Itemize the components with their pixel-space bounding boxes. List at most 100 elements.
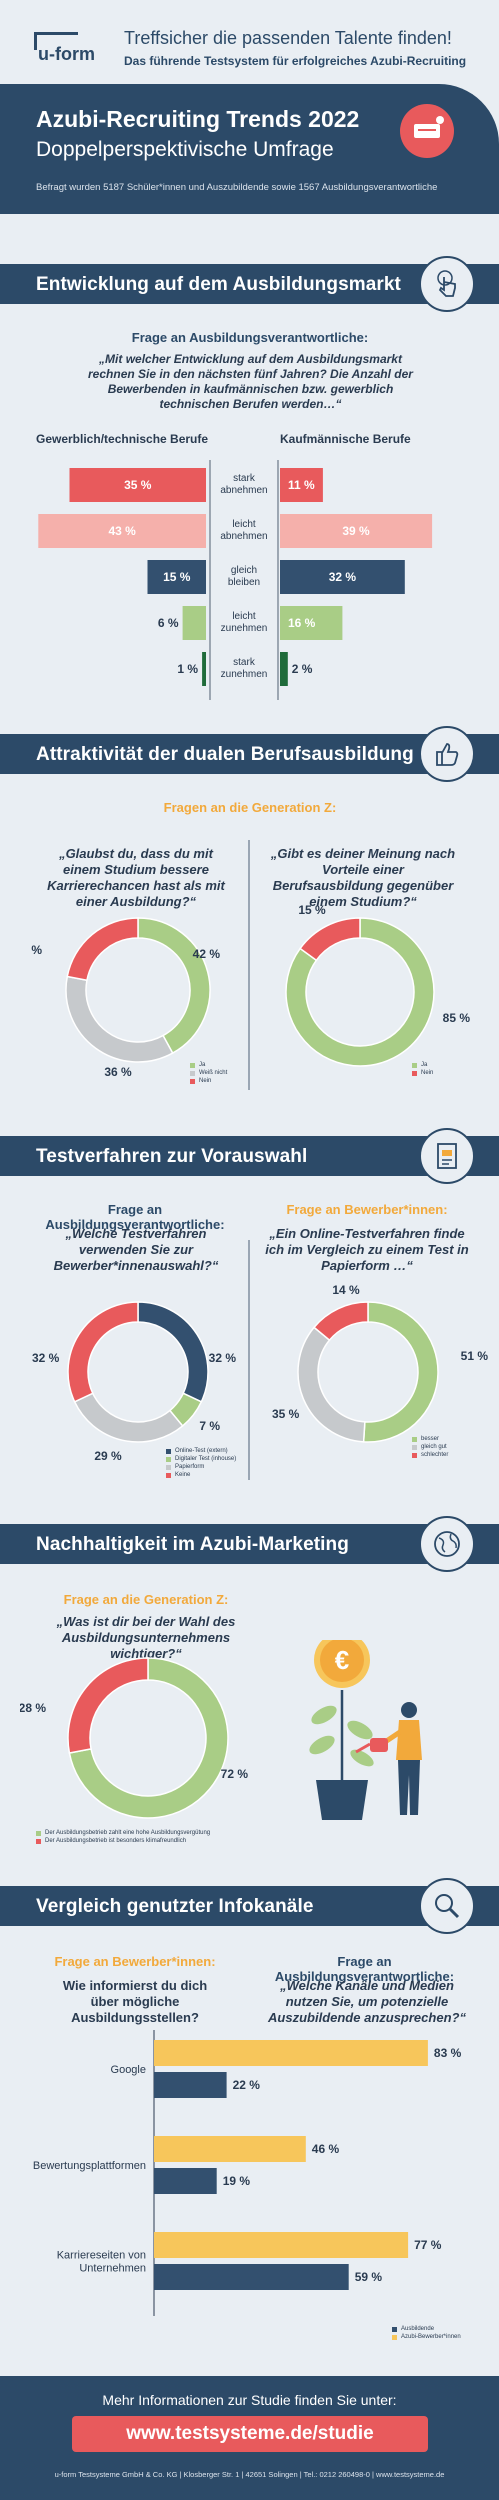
genz-question-2: „Gibt es deiner Meinung nach Vorteile ei…	[270, 846, 456, 909]
sustain-question: „Was ist dir bei der Wahl des Ausbildung…	[56, 1614, 236, 1661]
legend-test-methods: Online-Test (extern) Digitaler Test (inho…	[166, 1448, 236, 1480]
bar-left	[38, 514, 206, 548]
donut-label: 51 %	[461, 1349, 489, 1363]
legend-item: Keine	[166, 1472, 236, 1478]
section-attractiveness: Attraktivität der dualen Berufsausbildun…	[0, 726, 499, 782]
tests-right-label: Frage an Bewerber*innen:	[286, 1202, 448, 1217]
donut-label: 32 %	[209, 1351, 237, 1365]
donut-label: 22 %	[30, 943, 42, 957]
legend-item: schlechter	[412, 1452, 448, 1458]
section-channels: Vergleich genutzter Infokanäle	[0, 1878, 499, 1934]
legend-career: Ja Weiß nicht Nein	[190, 1062, 227, 1086]
legend-swatch	[190, 1070, 195, 1076]
legend-item: Online-Test (extern)	[166, 1448, 236, 1454]
donut-segment	[67, 1657, 149, 1754]
channel-bar-label: 46 %	[312, 2142, 340, 2156]
section-title: Nachhaltigkeit im Azubi-Marketing	[36, 1534, 349, 1555]
bar-right-label: 16 %	[288, 616, 316, 630]
channel-bar-label: 59 %	[355, 2270, 383, 2284]
legend-label: Keine	[175, 1472, 191, 1478]
footer-more-info: Mehr Informationen zur Studie finden Sie…	[102, 2392, 397, 2408]
section-title: Attraktivität der dualen Berufsausbildun…	[36, 744, 414, 765]
legend-label: Papierform	[175, 1464, 205, 1470]
channel-bar	[154, 2072, 227, 2098]
channel-bar-label: 77 %	[414, 2238, 442, 2252]
footer-imprint: u-form Testsysteme GmbH & Co. KG | Klosb…	[54, 2470, 445, 2479]
legend-label: schlechter	[421, 1452, 449, 1458]
category-label: leicht	[232, 611, 256, 622]
donut-advantages-chart: 85 % 15 %	[285, 903, 470, 1067]
market-question-label: Frage an Ausbildungsverantwortliche:	[131, 330, 369, 345]
legend-item: Nein	[190, 1078, 227, 1084]
study-link-button[interactable]: www.testsysteme.de/studie	[72, 2416, 428, 2452]
legend-swatch	[392, 2326, 397, 2332]
legend-swatch	[412, 1436, 417, 1442]
legend-swatch	[412, 1444, 417, 1450]
channel-category-label: Bewertungsplattformen	[33, 2160, 146, 2172]
section-sustainability: Nachhaltigkeit im Azubi-Marketing	[0, 1516, 499, 1572]
legend-item: Ja	[412, 1062, 433, 1068]
legend-label: Weiß nicht	[199, 1070, 228, 1076]
donut-segment	[299, 917, 361, 962]
bar-right	[280, 652, 288, 686]
donut-segment	[297, 1326, 366, 1443]
tests-left-question: „Welche Testverfahren verwenden Sie zur …	[53, 1226, 219, 1273]
bar-right	[280, 606, 343, 640]
study-link-text[interactable]: www.testsysteme.de/studie	[126, 2423, 374, 2444]
vertical-divider	[248, 840, 250, 1090]
top-header: u-form Treffsicher die passenden Talente…	[0, 0, 499, 78]
legend-swatch	[412, 1070, 417, 1076]
channel-category-label: Karriereseiten von	[57, 2250, 146, 2262]
legend-label: Ja	[199, 1062, 206, 1068]
legend-online-test: besser gleich gut schlechter	[412, 1436, 448, 1460]
tests-right-question: „Ein Online-Testverfahren finde ich im V…	[265, 1226, 469, 1273]
header-subline: Das führende Testsystem für erfolgreiche…	[124, 54, 467, 68]
category-label: abnehmen	[220, 485, 267, 496]
genz-label: Fragen an die Generation Z:	[163, 800, 337, 815]
legend-label: gleich gut	[421, 1444, 447, 1450]
channels-right-label: Frage an Ausbildungsverantwortliche:	[274, 1954, 455, 1984]
donut-label: 42 %	[193, 947, 221, 961]
genz-question-1: „Glaubst du, dass du mit einem Studium b…	[47, 846, 225, 909]
touch-icon	[419, 256, 475, 312]
category-label: gleich	[231, 565, 257, 576]
donut-label: 29 %	[94, 1449, 122, 1460]
channels-left-question: Wie informierst du dich über mögliche Au…	[62, 1978, 208, 2025]
legend-label: Ausbildende	[401, 2326, 435, 2332]
bar-left	[202, 652, 206, 686]
donut-label: 7 %	[199, 1419, 220, 1433]
section-title: Vergleich genutzter Infokanäle	[36, 1896, 314, 1917]
legend-swatch	[36, 1838, 41, 1844]
logo-mark	[34, 32, 78, 50]
legend-swatch	[36, 1830, 41, 1836]
bar-right	[280, 560, 405, 594]
donut-label: 15 %	[298, 903, 326, 917]
channels-bar-chart: 83 % 22 % Google 46 % 19 % Bewertungsplattfor…	[33, 2030, 462, 2316]
logo-text: u-form	[38, 44, 95, 64]
channel-bar-label: 19 %	[223, 2174, 251, 2188]
donut-segment	[137, 917, 211, 1055]
category-label: zunehmen	[221, 623, 268, 634]
donut-segment	[65, 975, 174, 1063]
legend-swatch	[412, 1062, 417, 1068]
legend-item: Azubi-Bewerber*innen	[392, 2334, 461, 2340]
hero-banner: Azubi-Recruiting Trends 2022 Doppelpersp…	[0, 84, 499, 214]
legend-label: Der Ausbildungsbetrieb zahlt eine hohe A…	[45, 1830, 211, 1836]
bar-right	[280, 468, 323, 502]
legend-swatch	[166, 1448, 171, 1454]
legend-item: Ja	[190, 1062, 227, 1068]
bar-right-label: 39 %	[342, 524, 370, 538]
legend-swatch	[190, 1078, 195, 1084]
channel-bar	[154, 2136, 306, 2162]
legend-item: Digitaler Test (inhouse)	[166, 1456, 236, 1462]
globe-icon	[419, 1516, 475, 1572]
tests-left-label: Frage an Ausbildungsverantwortliche:	[45, 1202, 225, 1232]
legend-item: Nein	[412, 1070, 433, 1076]
legend-item: besser	[412, 1436, 448, 1442]
channel-bar	[154, 2232, 409, 2258]
donut-test-methods-chart: 32 % 7 % 29 % 32 %	[32, 1301, 237, 1460]
legend-item: Weiß nicht	[190, 1070, 227, 1076]
channel-bar	[154, 2168, 217, 2194]
donut-label: 72 %	[221, 1767, 249, 1781]
